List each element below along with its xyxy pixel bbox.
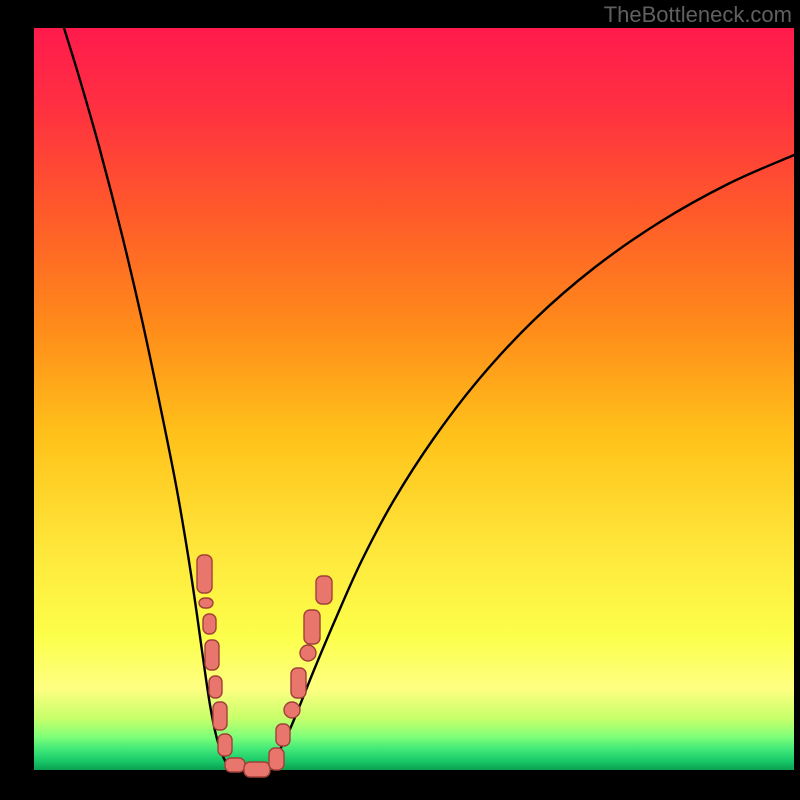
data-marker: [213, 702, 227, 730]
data-marker: [203, 614, 216, 634]
data-marker: [197, 555, 212, 593]
chart-canvas: TheBottleneck.com: [0, 0, 800, 800]
plot-background: [34, 28, 794, 770]
data-marker: [316, 576, 332, 604]
data-marker: [205, 640, 219, 670]
data-marker: [269, 748, 284, 770]
data-marker: [284, 702, 300, 718]
data-marker: [291, 668, 306, 698]
data-marker: [218, 734, 232, 756]
watermark-label: TheBottleneck.com: [604, 2, 792, 28]
chart-svg: [0, 0, 800, 800]
data-marker: [209, 676, 222, 698]
data-marker: [244, 762, 270, 777]
data-marker: [276, 724, 290, 746]
data-marker: [199, 598, 213, 608]
data-marker: [225, 758, 245, 772]
data-marker: [304, 610, 320, 644]
data-marker: [300, 645, 316, 661]
